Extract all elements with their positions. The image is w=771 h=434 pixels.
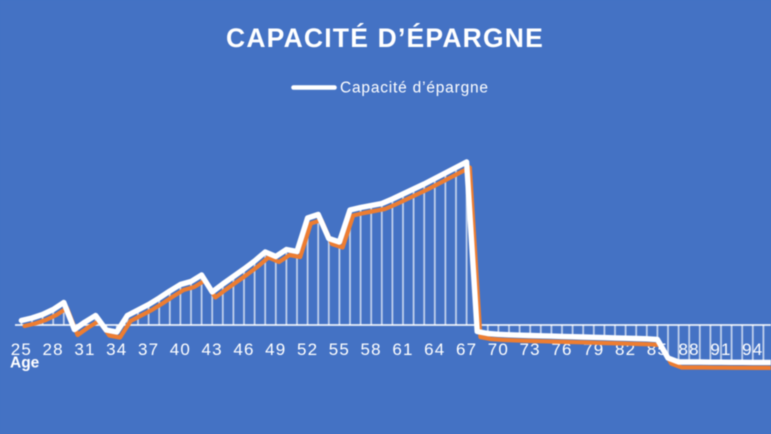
svg-text:61: 61	[392, 340, 413, 359]
svg-text:49: 49	[265, 340, 286, 359]
svg-text:94: 94	[742, 340, 763, 359]
svg-text:46: 46	[233, 340, 254, 359]
svg-text:88: 88	[679, 340, 700, 359]
svg-text:91: 91	[710, 340, 731, 359]
svg-text:43: 43	[202, 340, 223, 359]
svg-text:34: 34	[106, 340, 127, 359]
svg-text:40: 40	[170, 340, 191, 359]
svg-text:CAPACITÉ D’ÉPARGNE: CAPACITÉ D’ÉPARGNE	[226, 23, 544, 53]
svg-text:28: 28	[43, 340, 64, 359]
svg-text:Capacité d’épargne: Capacité d’épargne	[340, 80, 489, 97]
svg-text:31: 31	[74, 340, 95, 359]
svg-text:25: 25	[11, 340, 32, 359]
svg-text:73: 73	[520, 340, 541, 359]
svg-text:70: 70	[488, 340, 509, 359]
svg-text:76: 76	[551, 340, 572, 359]
svg-text:37: 37	[138, 340, 159, 359]
svg-text:64: 64	[424, 340, 445, 359]
svg-text:58: 58	[361, 340, 382, 359]
svg-text:Age: Age	[10, 355, 40, 372]
svg-text:52: 52	[297, 340, 318, 359]
svg-text:55: 55	[329, 340, 350, 359]
svg-text:67: 67	[456, 340, 477, 359]
